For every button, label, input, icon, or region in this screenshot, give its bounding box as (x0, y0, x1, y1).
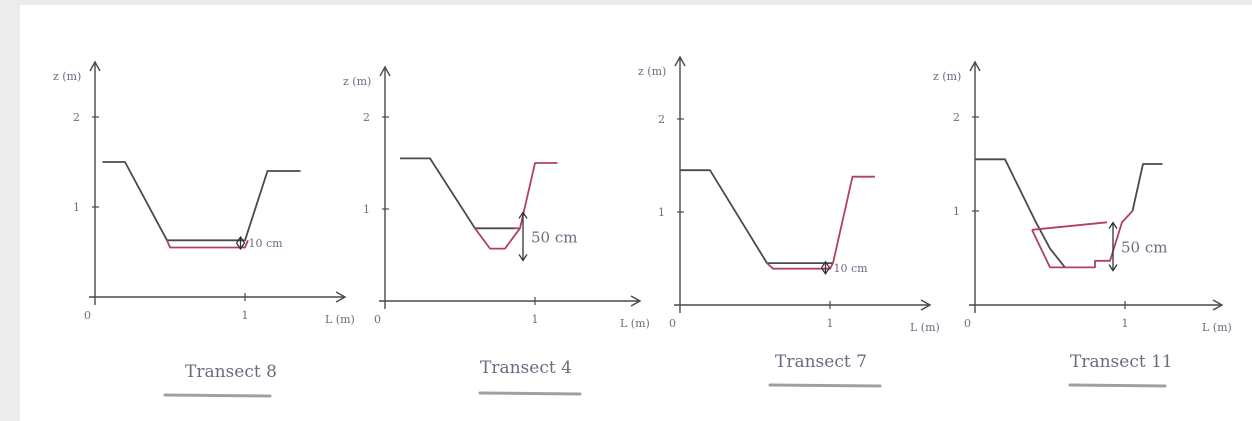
transect-4-title-underline (1068, 383, 1167, 388)
transect-2-x-arrow (630, 295, 642, 307)
transect-2-y-axis-label: z (m) (343, 75, 371, 88)
transect-1-x-arrow (335, 291, 347, 303)
transect-3-y-axis-label: z (m) (638, 65, 666, 78)
transect-1-annotation-arrowhead-bottom (235, 242, 246, 251)
transect-4-x-arrow (1212, 299, 1224, 311)
transect-3-annotation-label: 10 cm (834, 262, 869, 275)
transect-3-x-tick-label: 1 (827, 317, 834, 330)
transect-1-y-tick-label: 2 (73, 111, 80, 124)
transect-1-title: Transect 8 (185, 362, 277, 382)
transect-2-y-tick-label: 1 (363, 203, 370, 216)
transect-4-annotation-arrowhead-bottom (1108, 264, 1118, 272)
transect-3-annotation-arrowhead-top (820, 260, 831, 269)
transect-4-y-arrow (969, 60, 981, 72)
transect-4-y-tick-label: 1 (953, 205, 960, 218)
transect-1-y-tick-label: 1 (73, 201, 80, 214)
transect-4-y-tick-label: 2 (953, 111, 960, 124)
transect-3-y-tick-label: 1 (658, 206, 665, 219)
transect-1-annotation-arrowhead-top (235, 235, 246, 244)
transect-1-annotation-label: 10 cm (249, 237, 284, 250)
transect-2-y-arrow (379, 65, 391, 77)
transect-4-series-2-line (1031, 221, 1108, 231)
transect-4-annotation-label: 50 cm (1121, 239, 1167, 257)
transect-2-annotation-arrowhead-bottom (518, 254, 528, 262)
transect-2-series-1-line (400, 157, 514, 230)
transect-3-x-tick-label: 0 (669, 317, 676, 330)
transect-2-x-tick-label: 0 (374, 313, 381, 326)
transect-4-title: Transect 11 (1070, 352, 1173, 372)
transect-1-y-arrow (89, 60, 101, 72)
transect-3-title-underline (768, 383, 882, 388)
transect-4-x-tick-label: 0 (964, 317, 971, 330)
transect-3-x-arrow (920, 299, 932, 311)
transect-4-y-axis-label: z (m) (933, 70, 961, 83)
transect-3-series-1-line (680, 169, 833, 265)
transect-1-x-axis-label: L (m) (325, 313, 355, 326)
transect-2-series-3-line (474, 227, 521, 250)
transect-3-annotation-arrowhead-bottom (820, 267, 831, 275)
transect-3-title: Transect 7 (775, 352, 867, 372)
transect-3-x-axis-label: L (m) (910, 321, 940, 334)
transect-4-series-1-line (975, 158, 1066, 268)
transect-4-x-axis-label: L (m) (1202, 321, 1232, 334)
transect-4-annotation-arrowhead-top (1108, 221, 1118, 229)
transect-2-series-2-line (514, 162, 558, 230)
transect-2-annotation-arrowhead-top (518, 211, 528, 219)
transect-1-x-tick-label: 1 (242, 309, 249, 322)
transect-1-series-2-line (166, 239, 249, 249)
transect-2-title-underline (478, 391, 582, 396)
transect-2-title: Transect 4 (480, 358, 572, 378)
transect-1-y-axis-label: z (m) (53, 70, 81, 83)
transect-2-x-tick-label: 1 (532, 313, 539, 326)
transect-1-title-underline (163, 393, 272, 398)
transect-2-x-axis-label: L (m) (620, 317, 650, 330)
transect-3-series-2-line (766, 175, 875, 270)
transect-4-series-4-line (1131, 163, 1163, 212)
sketch-canvas: 1 2 0 1 L (m) z (m) 10 cm Transect 8 1 2 0 1 L (m) z … (53, 55, 1232, 398)
transect-1-series-1-line (102, 161, 301, 242)
transect-2-annotation-label: 50 cm (531, 228, 577, 246)
transect-3-y-tick-label: 2 (658, 113, 665, 126)
transect-2-y-tick-label: 2 (363, 111, 370, 124)
transect-4-series-3-line (1031, 210, 1134, 269)
transect-4-x-tick-label: 1 (1122, 317, 1129, 330)
transect-3-y-arrow (674, 55, 686, 67)
transect-1-x-tick-label: 0 (84, 309, 91, 322)
paper-sheet: 1 2 0 1 L (m) z (m) 10 cm Transect 8 1 2 0 1 L (m) z … (20, 5, 1252, 421)
